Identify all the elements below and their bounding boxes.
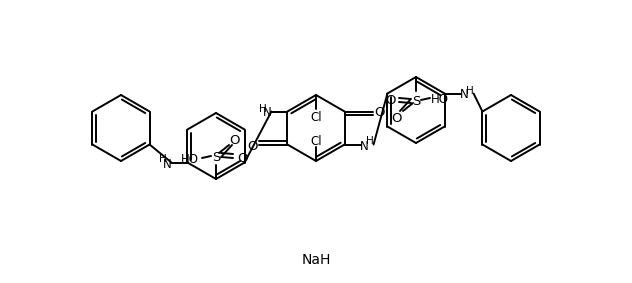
Text: Cl: Cl (310, 135, 322, 148)
Text: S: S (212, 151, 220, 164)
Text: O: O (237, 152, 247, 165)
Text: O: O (247, 140, 258, 153)
Text: O: O (230, 134, 240, 147)
Text: S: S (412, 95, 420, 108)
Text: N: N (263, 106, 272, 119)
Text: HO: HO (181, 153, 199, 166)
Text: Cl: Cl (310, 111, 322, 124)
Text: H: H (466, 85, 473, 95)
Text: H: H (159, 155, 166, 164)
Text: HO: HO (431, 93, 449, 106)
Text: H: H (366, 136, 374, 147)
Text: N: N (163, 158, 172, 170)
Text: NaH: NaH (301, 252, 331, 267)
Text: O: O (392, 112, 402, 125)
Text: O: O (385, 94, 395, 107)
Text: N: N (360, 140, 369, 153)
Text: O: O (374, 106, 385, 119)
Text: H: H (258, 104, 266, 113)
Text: N: N (460, 89, 469, 102)
